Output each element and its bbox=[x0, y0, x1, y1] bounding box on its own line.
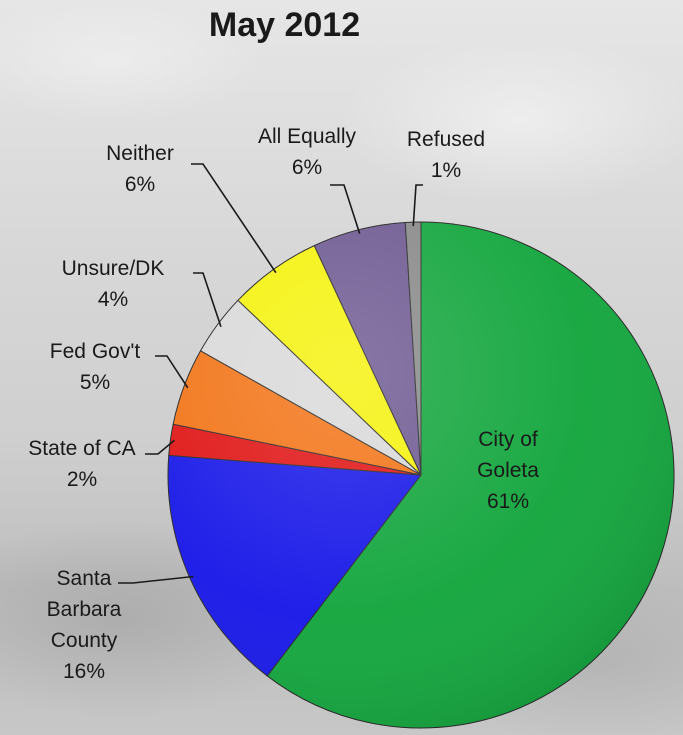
leader-line-neither bbox=[191, 163, 277, 274]
slice-value-santa-barbara-county: 16% bbox=[63, 660, 105, 683]
pie-slices bbox=[167, 221, 675, 729]
slice-label-all-equally-1: All Equally bbox=[258, 125, 357, 148]
slice-value-all-equally: 6% bbox=[292, 156, 322, 179]
slice-label-unsure-dk-1: Unsure/DK bbox=[62, 257, 165, 280]
slice-label-santa-barbara-county-2: Barbara bbox=[47, 598, 122, 621]
slice-value-state-of-ca: 2% bbox=[67, 468, 97, 491]
slice-value-city-of-goleta: 61% bbox=[487, 490, 529, 513]
slice-value-neither: 6% bbox=[125, 173, 155, 196]
slice-value-refused: 1% bbox=[431, 159, 461, 182]
leader-line-state-of-ca bbox=[145, 439, 175, 455]
leader-lines bbox=[118, 163, 423, 584]
slice-label-santa-barbara-county-1: Santa bbox=[57, 567, 112, 590]
slice-label-neither-1: Neither bbox=[106, 142, 174, 165]
chart-title: May 2012 bbox=[0, 6, 683, 45]
slice-value-unsure-dk: 4% bbox=[98, 288, 128, 311]
slice-label-fed-gov-t-1: Fed Gov't bbox=[50, 340, 141, 363]
slice-label-refused-1: Refused bbox=[407, 128, 485, 151]
chart-title-text: May 2012 bbox=[208, 6, 361, 44]
leader-line-santa-barbara-county bbox=[118, 575, 194, 584]
slice-label-state-of-ca-1: State of CA bbox=[28, 437, 135, 460]
slice-label-santa-barbara-county-3: County bbox=[51, 629, 118, 652]
leader-line-all-equally bbox=[330, 184, 361, 234]
leader-line-fed-gov-t bbox=[155, 355, 189, 389]
slice-label-city-of-goleta-1: City of bbox=[478, 428, 538, 451]
slice-value-fed-gov-t: 5% bbox=[80, 371, 110, 394]
slice-labels: City of Goleta 61% Santa Barbara County 16% Sta… bbox=[28, 125, 539, 683]
leader-line-unsure-dk bbox=[193, 272, 222, 328]
leader-line-refused bbox=[412, 184, 423, 227]
slice-label-city-of-goleta-2: Goleta bbox=[477, 459, 539, 482]
